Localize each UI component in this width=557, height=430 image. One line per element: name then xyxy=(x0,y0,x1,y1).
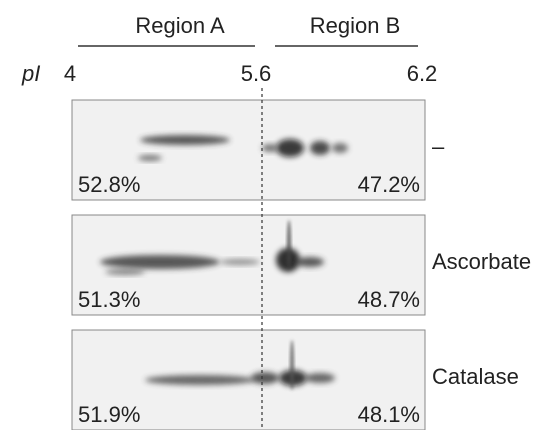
panel-label: Ascorbate xyxy=(432,249,531,274)
region-label: Region B xyxy=(310,13,401,38)
ph-tick: 5.6 xyxy=(241,61,272,86)
gel-spot xyxy=(145,375,255,385)
gel-spot xyxy=(138,155,162,161)
gel-spot xyxy=(251,372,279,384)
panel-label: – xyxy=(432,134,445,159)
gel-spot xyxy=(290,340,294,390)
axis-label: pI xyxy=(21,61,40,86)
region-label: Region A xyxy=(135,13,225,38)
percent-right: 48.7% xyxy=(358,287,420,312)
ph-tick: 6.2 xyxy=(407,61,438,86)
gel-spot xyxy=(262,144,278,152)
percent-left: 51.9% xyxy=(78,402,140,427)
gel-spot xyxy=(140,135,230,145)
gel-spot xyxy=(100,255,220,269)
gel-spot xyxy=(287,220,291,270)
percent-left: 52.8% xyxy=(78,172,140,197)
gel-panel xyxy=(71,99,426,201)
gel-spot xyxy=(310,141,330,155)
percent-left: 51.3% xyxy=(78,287,140,312)
gel-spot xyxy=(296,257,324,267)
gel-spot xyxy=(220,259,260,265)
panel-label: Catalase xyxy=(432,364,519,389)
gel-spot xyxy=(332,143,348,153)
gel-spot xyxy=(276,139,304,157)
percent-right: 47.2% xyxy=(358,172,420,197)
gel-spot xyxy=(305,373,335,383)
ph-tick: 4 xyxy=(64,61,76,86)
gel-spot xyxy=(105,269,145,275)
percent-right: 48.1% xyxy=(358,402,420,427)
